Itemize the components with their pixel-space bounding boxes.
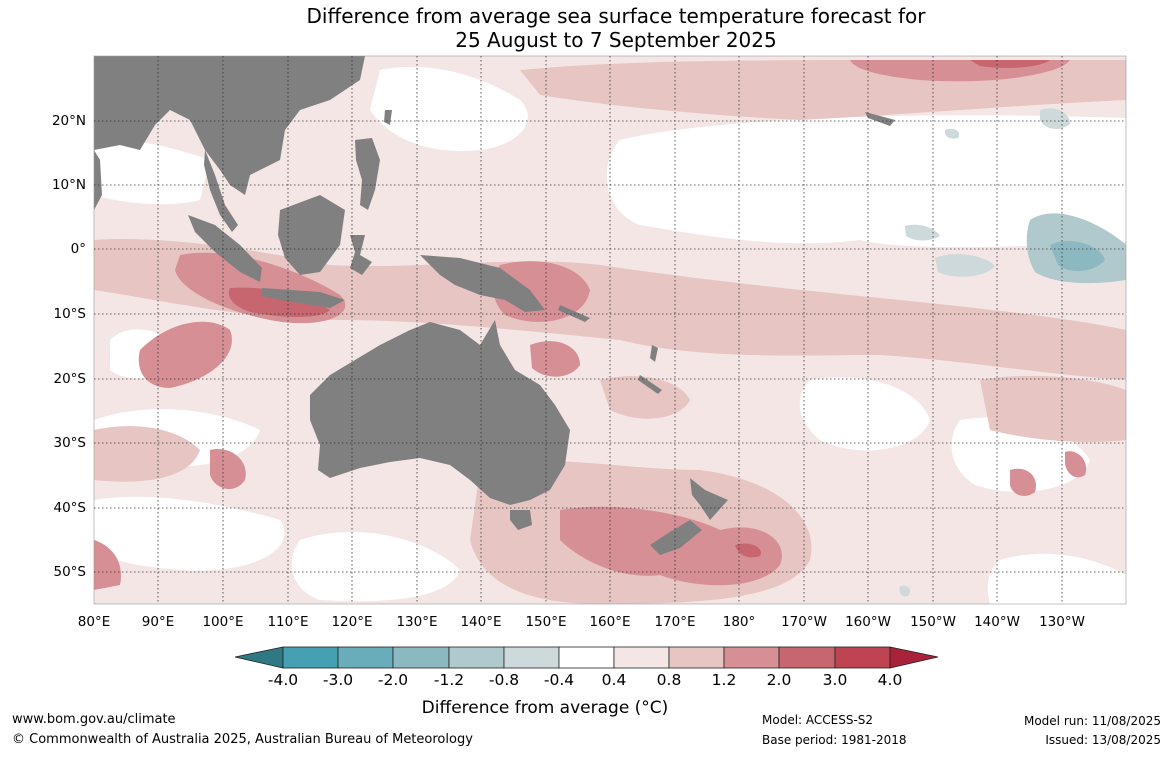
lon-label: 160°E (589, 614, 631, 630)
hawaii (865, 112, 895, 126)
strongest-warm-regions (228, 60, 1050, 558)
new-zealand-south (650, 520, 702, 555)
colorbar-cell (392, 646, 450, 669)
japan (330, 56, 362, 82)
colorbar-cell (234, 646, 284, 669)
colorbar-tick: 3.0 (822, 671, 848, 689)
colorbar-tick: -2.0 (377, 671, 409, 689)
colorbar-cell (668, 646, 725, 669)
lon-label: 130°W (1039, 614, 1085, 630)
colorbar (234, 646, 939, 669)
lat-label: 40°S (53, 500, 87, 516)
lon-label: 170°W (781, 614, 827, 630)
lat-label: 50°S (53, 564, 87, 580)
colorbar-cell (448, 646, 505, 669)
footer-model: Model: ACCESS-S2 (762, 713, 874, 727)
colorbar-tick: 0.4 (601, 671, 627, 689)
lat-label: 30°S (53, 435, 87, 451)
colorbar-tick: -0.4 (543, 671, 575, 689)
gridlines (94, 56, 1126, 604)
lon-label: 110°E (267, 614, 309, 630)
colorbar-cell (503, 646, 560, 669)
colorbar-tick: 4.0 (877, 671, 903, 689)
malay-peninsula (204, 150, 238, 232)
colorbar-cell (613, 646, 670, 669)
lon-label: 180° (722, 614, 756, 630)
new-guinea (420, 255, 545, 312)
lon-label: 150°E (525, 614, 567, 630)
map-title-line2: 25 August to 7 September 2025 (455, 28, 777, 52)
footer-issued: Issued: 13/08/2025 (1045, 733, 1161, 747)
lat-label: 0° (70, 241, 86, 257)
lon-label: 80°E (77, 614, 111, 630)
colorbar-cell (834, 646, 891, 669)
india-tip (94, 150, 102, 210)
footer-model-run: Model run: 11/08/2025 (1023, 714, 1161, 728)
tasmania (510, 510, 532, 530)
borneo (278, 195, 345, 275)
map-title: Difference from average sea surface temp… (0, 4, 1173, 52)
lon-label: 140°E (460, 614, 502, 630)
lon-label: 170°E (654, 614, 696, 630)
lon-label: 120°E (331, 614, 373, 630)
solomon-islands (558, 305, 590, 322)
new-caledonia (638, 375, 662, 394)
colorbar-tick: -3.0 (322, 671, 354, 689)
lon-label: 140°W (974, 614, 1020, 630)
near-normal-regions (94, 66, 1126, 604)
colorbar-cell (889, 646, 939, 669)
lon-label: 150°W (910, 614, 956, 630)
vanuatu (650, 345, 658, 362)
philippines (355, 138, 380, 210)
australia (310, 320, 570, 505)
footer-copyright: © Commonwealth of Australia 2025, Austra… (12, 732, 473, 747)
lat-label: 20°N (51, 113, 86, 129)
colorbar-cell (337, 646, 394, 669)
colorbar-tick: -1.2 (433, 671, 465, 689)
colorbar-cell (282, 646, 339, 669)
colorbar-tick: 0.8 (656, 671, 682, 689)
lon-label: 100°E (202, 614, 244, 630)
land (94, 56, 895, 555)
lon-label: 160°W (845, 614, 891, 630)
lat-label: 10°S (53, 306, 87, 322)
footer-base-period: Base period: 1981-2018 (762, 733, 907, 747)
colorbar-tick: -4.0 (267, 671, 299, 689)
colorbar-cell (778, 646, 836, 669)
lat-label: 20°S (53, 371, 87, 387)
footer-url[interactable]: www.bom.gov.au/climate (12, 712, 176, 727)
colorbar-cell (558, 646, 615, 669)
colorbar-title: Difference from average (°C) (421, 698, 669, 718)
java (262, 288, 345, 308)
cool-regions (899, 108, 1126, 597)
new-zealand-north (690, 478, 728, 520)
colorbar-cell (723, 646, 780, 669)
sulawesi (350, 235, 372, 275)
colorbar-tick: 1.2 (711, 671, 737, 689)
colorbar-tick: 2.0 (766, 671, 792, 689)
lat-label: 10°N (51, 177, 86, 193)
map-title-line1: Difference from average sea surface temp… (306, 4, 926, 28)
asia-mainland (94, 56, 365, 195)
colorbar-tick: -0.8 (488, 671, 520, 689)
sumatra (188, 215, 262, 282)
lon-label: 130°E (396, 614, 438, 630)
lon-label: 90°E (141, 614, 175, 630)
